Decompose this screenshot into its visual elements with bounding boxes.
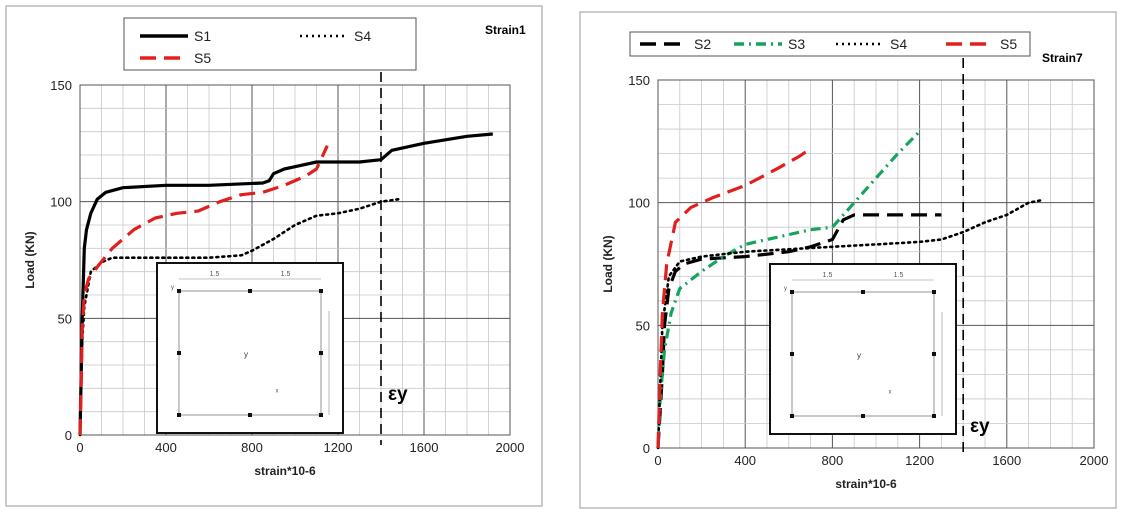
x-tick-label: 2000 xyxy=(496,440,525,455)
inset-axis-label: y xyxy=(784,286,787,292)
legend-label-s5: S5 xyxy=(1000,36,1017,52)
inset-rebar-dot xyxy=(932,352,936,356)
y-tick-label: 50 xyxy=(636,318,650,333)
inset-dimension-label: 1.5 xyxy=(281,271,291,278)
inset-dimension-label: 1.5 xyxy=(894,272,904,279)
series-line-s5 xyxy=(78,145,329,436)
inset-rebar-dot xyxy=(319,413,323,417)
x-tick-label: 2000 xyxy=(1080,453,1109,468)
inset-dimension-label: 1.5 xyxy=(823,272,833,279)
x-tick-label: 1200 xyxy=(905,453,934,468)
inset-rebar-dot xyxy=(177,351,181,355)
x-tick-label: 0 xyxy=(76,440,83,455)
x-axis-label: strain*10-6 xyxy=(254,464,316,478)
series-line-s5 xyxy=(656,147,812,449)
yield-strain-label: εy xyxy=(970,416,990,437)
y-tick-label: 100 xyxy=(628,196,650,211)
inset-rebar-dot xyxy=(932,290,936,294)
x-axis-label: strain*10-6 xyxy=(835,477,897,491)
y-tick-label: 150 xyxy=(50,78,72,93)
y-tick-label: 0 xyxy=(643,441,650,456)
inset-rebar-dot xyxy=(319,289,323,293)
x-tick-label: 0 xyxy=(654,453,661,468)
inset-dimension-label: 1.5 xyxy=(210,271,220,278)
inset-center-label: y xyxy=(857,351,861,360)
inset-frame xyxy=(769,263,957,435)
y-axis-label: Load (KN) xyxy=(23,231,37,288)
x-tick-label: 1200 xyxy=(324,440,353,455)
legend-label-s1: S1 xyxy=(194,28,211,44)
chart-strain1: 0 400 800 1200 1600 2000 0 50 100 150 strain*10-6 L… xyxy=(0,0,548,511)
inset-frame xyxy=(156,262,344,434)
legend-box xyxy=(629,31,1031,57)
inset-rebar-dot xyxy=(177,289,181,293)
legend-label-s2: S2 xyxy=(694,36,711,52)
legend-label-s4: S4 xyxy=(354,28,371,44)
x-tick-label: 1600 xyxy=(992,453,1021,468)
series-line-s3 xyxy=(656,130,921,449)
y-tick-label: 0 xyxy=(65,428,72,443)
inset-corner-label: x xyxy=(276,389,279,395)
plot-area-border xyxy=(79,84,511,436)
x-tick-label: 800 xyxy=(822,453,844,468)
chart-strain7: 0 400 800 1200 1600 2000 0 50 100 150 strain*10-6 L… xyxy=(574,0,1122,511)
yield-strain-label: εy xyxy=(388,384,408,405)
inset-rebar-dot xyxy=(319,351,323,355)
inset-rebar-dot xyxy=(861,290,865,294)
y-tick-label: 100 xyxy=(50,195,72,210)
inset-axis-label: y xyxy=(171,285,174,291)
chart-title: Strain1 xyxy=(485,23,526,37)
x-tick-label: 800 xyxy=(241,440,263,455)
legend-label-s3: S3 xyxy=(788,36,805,52)
plot-area-border xyxy=(657,79,1095,449)
y-tick-label: 150 xyxy=(628,73,650,88)
inset-rebar-dot xyxy=(861,414,865,418)
x-tick-label: 400 xyxy=(155,440,177,455)
inset-rebar-dot xyxy=(248,413,252,417)
x-tick-label: 400 xyxy=(734,453,756,468)
inset-rebar-dot xyxy=(790,414,794,418)
inset-rebar-dot xyxy=(790,290,794,294)
chart-strain7-svg: 0 400 800 1200 1600 2000 0 50 100 150 strain*10-6 L… xyxy=(579,11,1117,509)
inset-rebar-dot xyxy=(177,413,181,417)
legend-label-s4: S4 xyxy=(890,36,907,52)
inset-rebar-dot xyxy=(932,414,936,418)
chart-strain1-svg: 0 400 800 1200 1600 2000 0 50 100 150 strain*10-6 L… xyxy=(5,5,543,507)
inset-corner-label: x xyxy=(889,390,892,396)
series-line-s2 xyxy=(656,213,942,449)
x-tick-label: 1600 xyxy=(410,440,439,455)
inset-rebar-dot xyxy=(248,289,252,293)
inset-center-label: y xyxy=(244,350,248,359)
y-tick-label: 50 xyxy=(58,311,72,326)
legend-label-s5: S5 xyxy=(194,50,211,66)
series-line-s1 xyxy=(78,132,493,436)
y-axis-label: Load (KN) xyxy=(601,235,615,292)
chart-title: Strain7 xyxy=(1042,51,1083,65)
inset-rebar-dot xyxy=(790,352,794,356)
series-line-s4 xyxy=(656,198,1044,450)
legend-box xyxy=(123,17,417,71)
